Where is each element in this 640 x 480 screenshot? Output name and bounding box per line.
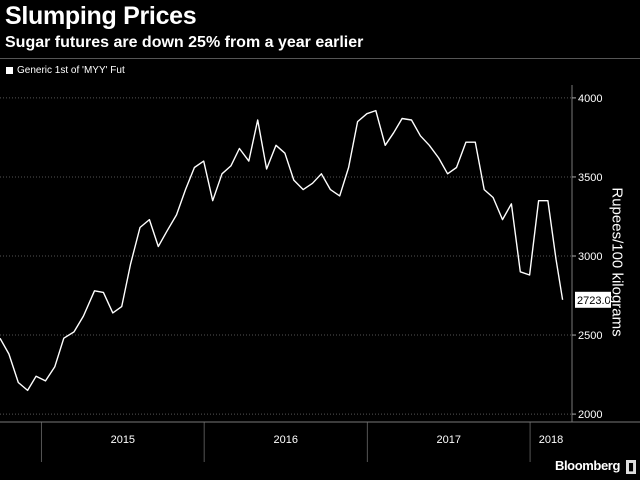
chart-title: Slumping Prices <box>5 2 197 30</box>
x-label-2015: 2015 <box>111 434 135 446</box>
x-axis-labels: 2015 2016 2017 2018 <box>111 434 564 446</box>
y-tick-label-2500: 2500 <box>578 330 602 342</box>
last-value-box <box>575 291 611 308</box>
last-value-callout: 2723.00 <box>575 291 617 308</box>
y-tick-label-3500: 3500 <box>578 172 602 184</box>
bloomberg-mark-icon: ▮ <box>626 460 636 474</box>
axes <box>0 85 640 423</box>
y-tick-label-4000: 4000 <box>578 93 602 105</box>
x-label-2018: 2018 <box>539 434 563 446</box>
y-tick-label-3000: 3000 <box>578 251 602 263</box>
y-axis-title: Rupees/100 kilograms <box>608 187 626 337</box>
y-tick-label-2000: 2000 <box>578 409 602 421</box>
legend-swatch <box>6 67 13 74</box>
x-label-2017: 2017 <box>436 434 460 446</box>
y-axis-ticks: 2000 2500 3000 3500 4000 <box>572 93 602 421</box>
bloomberg-logo: Bloomberg <box>554 458 620 473</box>
legend-label: Generic 1st of 'MYY' Fut <box>17 65 125 76</box>
series-line <box>0 109 564 392</box>
header-divider <box>0 58 640 59</box>
year-dividers <box>40 422 531 462</box>
legend: Generic 1st of 'MYY' Fut <box>6 65 125 76</box>
last-value-label: 2723.00 <box>577 295 617 307</box>
chart-subtitle: Sugar futures are down 25% from a year e… <box>5 34 364 51</box>
x-label-2016: 2016 <box>274 434 298 446</box>
gridlines <box>0 97 572 415</box>
